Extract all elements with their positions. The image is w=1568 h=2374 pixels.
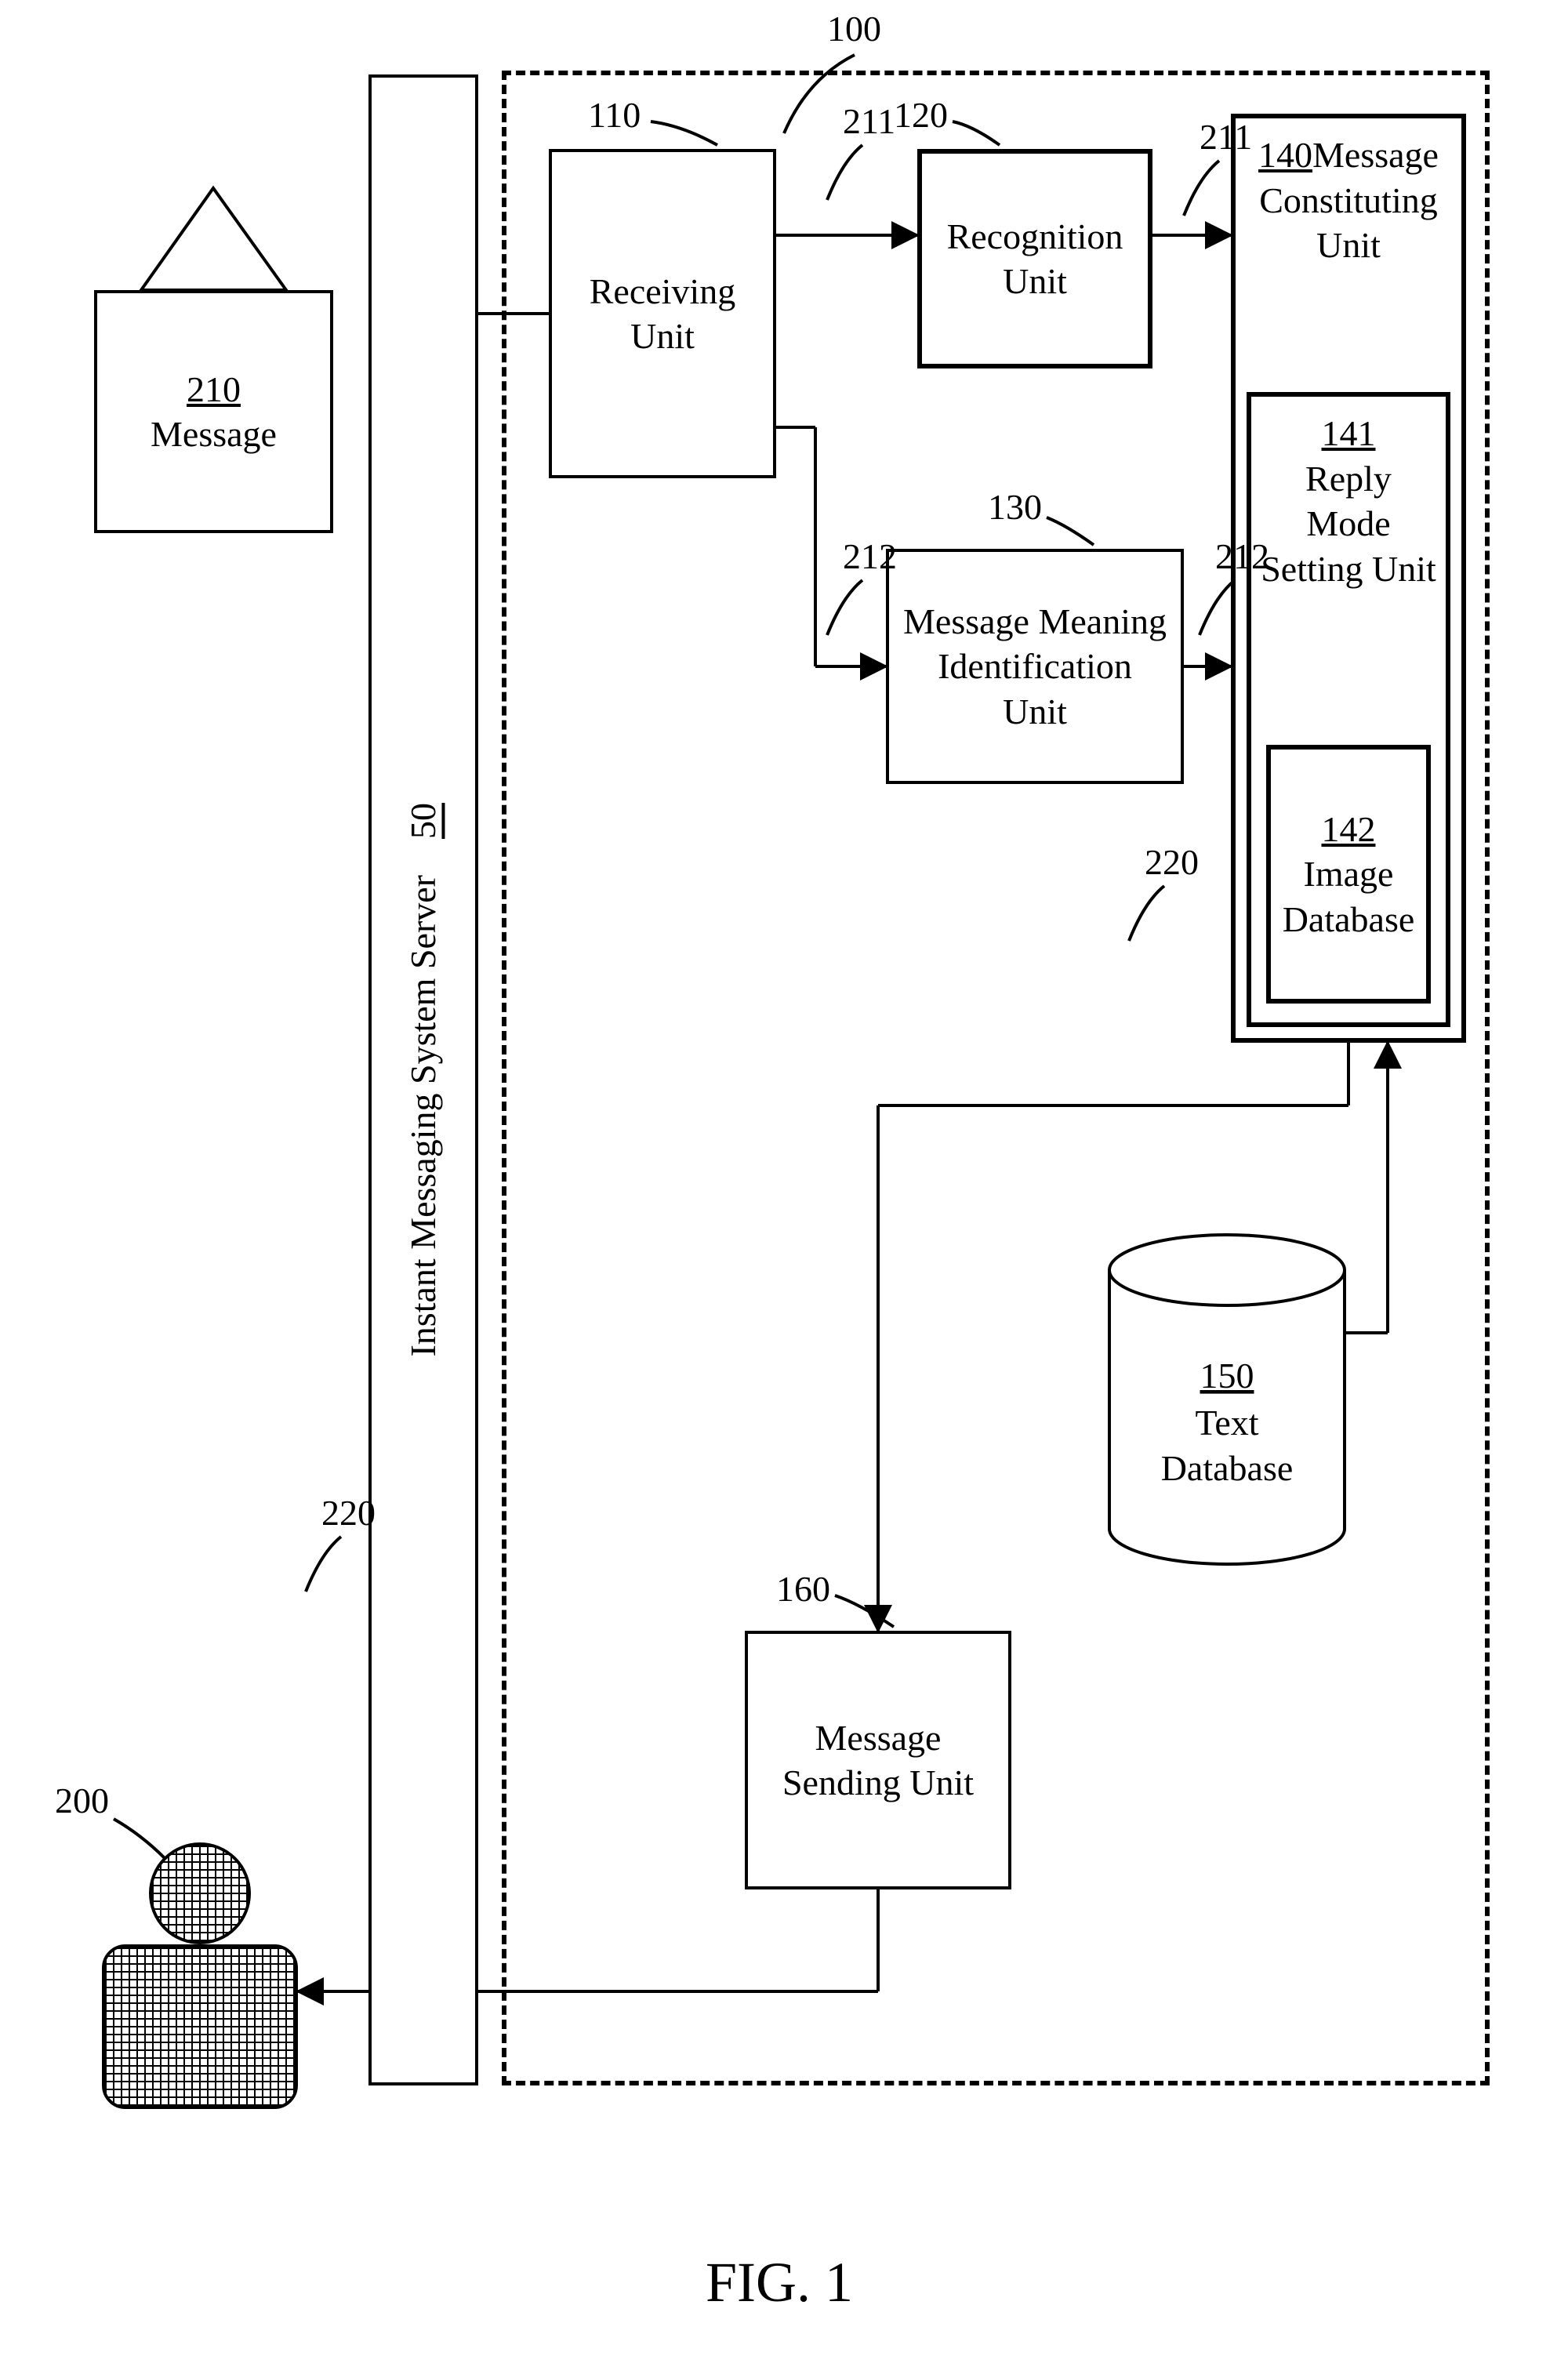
user-head — [149, 1842, 251, 1944]
ref-120: 120 — [894, 94, 948, 136]
ref-220-b: 220 — [321, 1493, 376, 1533]
user-body — [102, 1944, 298, 2109]
receiving-unit: Receiving Unit — [549, 149, 776, 478]
diagram-canvas: 100 Instant Messaging System Server 50 2… — [0, 0, 1568, 2374]
figure-label: FIG. 1 — [706, 2250, 853, 2315]
server-box: Instant Messaging System Server 50 — [368, 74, 478, 2085]
recognition-unit: Recognition Unit — [917, 149, 1152, 368]
message-label: Message — [151, 414, 277, 454]
message-to-server-arrow — [141, 188, 286, 290]
server-label: Instant Messaging System Server 50 — [401, 803, 446, 1357]
ref-160: 160 — [776, 1568, 830, 1610]
ref-100: 100 — [827, 8, 881, 49]
ref-210: 210 — [187, 369, 241, 409]
ref-110: 110 — [588, 94, 641, 136]
ref-200: 200 — [55, 1780, 109, 1821]
meaning-unit: Message Meaning Identification Unit — [886, 549, 1184, 784]
constituting-unit-title: 140Message Constituting Unit — [1258, 132, 1439, 268]
image-db: 142 Image Database — [1266, 745, 1431, 1004]
sending-unit: Message Sending Unit — [745, 1631, 1011, 1889]
message-box: 210 Message — [94, 290, 333, 533]
ref-130: 130 — [988, 486, 1042, 528]
